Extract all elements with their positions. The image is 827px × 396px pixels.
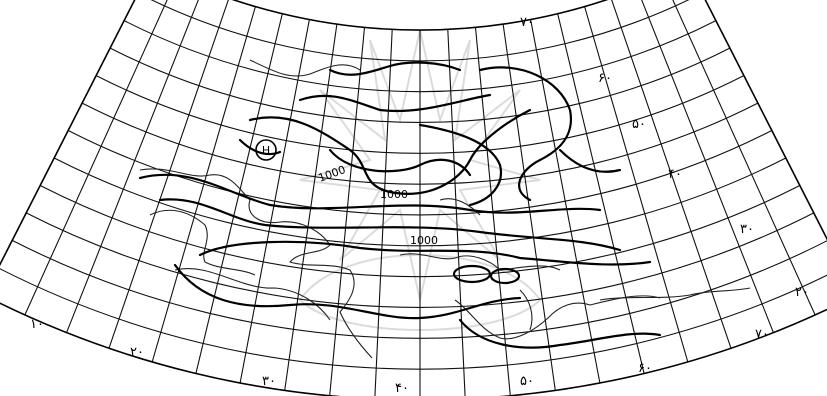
graticule-meridian <box>502 24 556 391</box>
isobar-value-label: 1000 <box>410 234 438 247</box>
graticule-meridian <box>0 0 136 267</box>
low-pressure-cell <box>452 264 492 284</box>
longitude-label-70: ۷۰ <box>755 327 769 342</box>
longitude-label-30: ۳۰ <box>262 374 276 389</box>
high-pressure-marker <box>255 139 277 161</box>
pressure-symbol-label: H <box>262 144 270 157</box>
graticule-meridian <box>584 6 689 363</box>
isobar-line <box>298 93 492 113</box>
isobar-line <box>558 148 622 173</box>
isobar-value-label: 1000 <box>380 188 408 201</box>
longitude-label-60: ۶۰ <box>638 361 652 376</box>
graticule-meridian <box>329 27 366 396</box>
isobar-line <box>158 198 622 252</box>
longitude-label-20: ۲۰ <box>130 345 144 360</box>
isobar-line <box>173 263 522 320</box>
graticule-meridian <box>447 29 466 396</box>
latitude-label-70: ۷۰ <box>520 15 534 30</box>
isobar-line <box>478 66 573 202</box>
graticule-meridian <box>672 0 816 316</box>
latitude-label-50: ۵۰ <box>632 117 646 132</box>
isobar-line <box>248 108 532 195</box>
longitude-label-10: ۱۰ <box>30 317 44 332</box>
longitude-label-50: ۵۰ <box>520 374 534 389</box>
graticule-meridian <box>108 0 229 349</box>
graticule-meridian <box>24 0 168 316</box>
high-pressure-cell <box>489 267 521 285</box>
isobar-value-label: 1000 <box>317 163 348 185</box>
graticule-meridian <box>611 0 732 349</box>
isobar-line <box>138 173 602 214</box>
isobar-line <box>328 61 462 76</box>
isobars <box>138 61 662 349</box>
graticule-meridian <box>66 0 199 333</box>
latitude-label-30: ۳۰ <box>740 222 754 237</box>
latitude-label-20: ۲۰ <box>795 285 809 300</box>
longitude-label-40: ۴۰ <box>395 381 409 396</box>
graticule-meridian <box>239 19 310 384</box>
isobar-line <box>328 148 472 177</box>
graticule-meridian <box>641 0 774 333</box>
isobar-line <box>458 318 662 349</box>
graticule-meridian <box>374 29 393 396</box>
graticule-meridian <box>530 19 601 384</box>
latitude-label-40: ۴۰ <box>668 167 682 182</box>
graticule-meridian <box>151 6 256 363</box>
isobar-line <box>418 123 503 207</box>
graticule-meridian <box>704 0 827 241</box>
graticule-meridian <box>557 13 645 374</box>
latitude-label-60: ۶۰ <box>598 71 612 86</box>
graticule-parallel <box>0 302 827 396</box>
isobar-line <box>198 240 652 266</box>
graticule-parallel <box>231 0 609 31</box>
